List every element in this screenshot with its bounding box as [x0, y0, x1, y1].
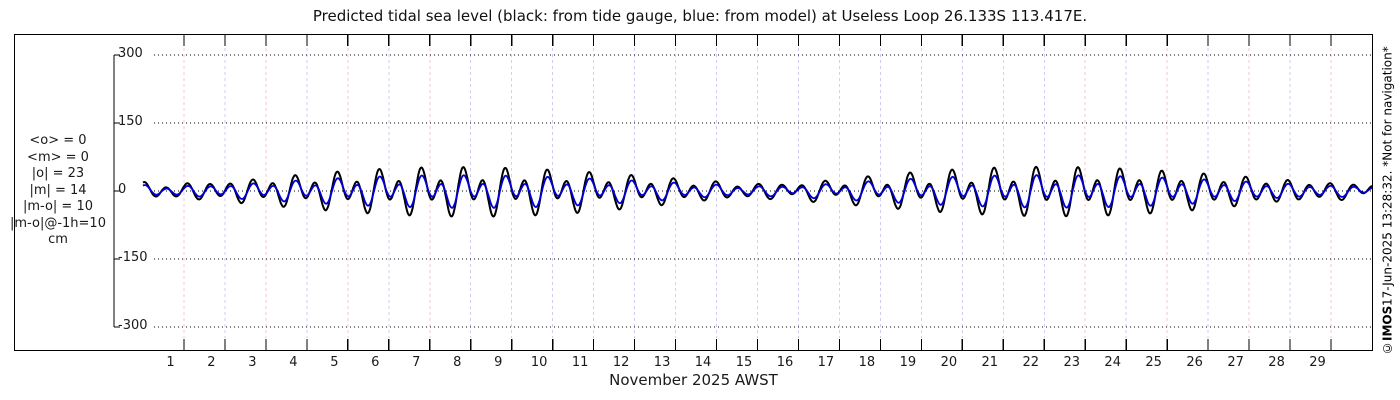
- x-tick-label: 3: [248, 355, 257, 370]
- stat-abs-model: |m| = 14: [29, 182, 87, 198]
- stat-mean-model: <m> = 0: [27, 149, 89, 165]
- stat-abs-diff: |m-o| = 10: [22, 199, 93, 214]
- x-tick-label: 19: [899, 355, 917, 370]
- x-tick-label: 7: [412, 355, 421, 370]
- x-tick-label: 25: [1145, 355, 1162, 370]
- x-tick-label: 17: [817, 355, 835, 370]
- watermark-org: IMOS: [1380, 306, 1395, 342]
- y-tick-label: -300: [118, 318, 148, 333]
- x-tick-label: 24: [1104, 355, 1121, 370]
- stat-abs-obs: |o| = 23: [31, 166, 85, 181]
- stat-mean-obs: <o> = 0: [29, 133, 87, 148]
- x-tick-label: 6: [371, 355, 380, 370]
- x-tick-label: 9: [494, 355, 503, 370]
- x-tick-label: 20: [940, 355, 958, 370]
- chart-title: Predicted tidal sea level (black: from t…: [312, 7, 1088, 25]
- y-tick-label: 0: [118, 182, 127, 197]
- x-tick-label: 18: [858, 355, 876, 370]
- x-tick-label: 27: [1227, 355, 1244, 370]
- x-tick-label: 4: [289, 355, 298, 370]
- x-tick-label: 26: [1186, 355, 1203, 370]
- x-tick-label: 5: [330, 355, 339, 370]
- watermark-text: 17-Jun-2025 13:28:32. *Not for navigatio…: [1380, 46, 1395, 307]
- stat-abs-diff-lag1h: |m-o|@-1h=10: [10, 215, 106, 231]
- x-tick-label: 14: [694, 355, 712, 370]
- x-tick-label: 23: [1063, 355, 1081, 370]
- x-tick-label: 15: [735, 355, 753, 370]
- x-tick-label: 21: [981, 355, 999, 370]
- x-tick-label: 11: [571, 355, 589, 370]
- x-tick-label: 13: [653, 355, 671, 370]
- x-tick-label: 1: [166, 355, 175, 370]
- x-tick-label: 29: [1309, 355, 1326, 370]
- x-axis-title: November 2025 AWST: [609, 371, 778, 389]
- plot-canvas: [113, 35, 1372, 350]
- x-tick-label: 28: [1268, 355, 1285, 370]
- x-tick-label: 2: [207, 355, 216, 370]
- y-tick-label: 300: [118, 46, 143, 61]
- x-tick-label: 12: [612, 355, 630, 370]
- x-tick-label: 10: [530, 355, 548, 370]
- x-tick-label: 22: [1022, 355, 1040, 370]
- y-tick-label: 150: [118, 114, 143, 129]
- copyright-watermark: © IMOS 17-Jun-2025 13:28:32. *Not for na…: [1378, 5, 1397, 397]
- stats-block: <o> = 0 <m> = 0 |o| = 23 |m| = 14 |m-o| …: [2, 133, 114, 249]
- copyright-icon: ©: [1380, 341, 1395, 356]
- plot-area: [14, 34, 1373, 351]
- y-tick-label: -150: [118, 250, 148, 265]
- stat-units: cm: [48, 232, 68, 247]
- x-tick-label: 8: [453, 355, 462, 370]
- x-tick-label: 16: [776, 355, 794, 370]
